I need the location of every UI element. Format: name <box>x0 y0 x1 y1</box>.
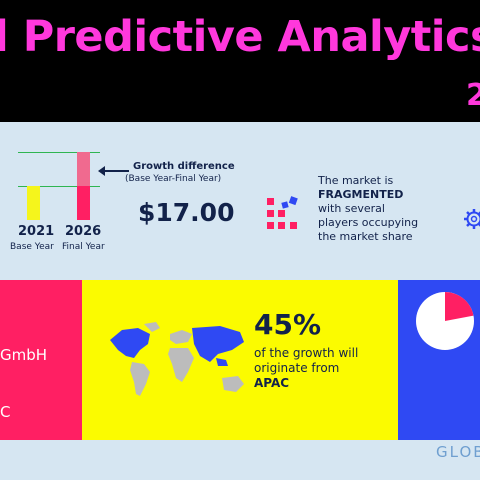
bar-year-label: 2026 <box>65 224 102 239</box>
pie-highlight-slice <box>445 292 474 321</box>
bar-final-year-growth <box>77 152 90 186</box>
region-text: of the growth will originate from APAC <box>254 346 358 391</box>
arrow-icon <box>98 166 129 176</box>
growth-difference-value: $17.00 <box>138 198 235 227</box>
vendors-panel: GmbH C <box>0 280 82 440</box>
region-percent: 45% <box>254 308 322 341</box>
info-panel: 2021 Base Year 2026 Final Year Growth di… <box>0 122 480 280</box>
page-title: l Predictive Analytics M <box>0 12 480 62</box>
header: l Predictive Analytics M 2 <box>0 0 480 122</box>
pie-panel <box>398 280 480 440</box>
world-map-icon <box>110 322 244 396</box>
brand-logo-text: GLOB <box>436 443 480 461</box>
market-text-line: with several <box>318 202 385 215</box>
pie-chart <box>416 292 474 350</box>
market-text-line: the market share <box>318 230 413 243</box>
bar-sub-label: Final Year <box>62 242 105 252</box>
fragmented-blocks-icon <box>267 196 298 229</box>
gear-icon <box>464 209 480 229</box>
bar-base-year <box>27 186 40 220</box>
market-text-line: FRAGMENTED <box>318 188 404 201</box>
region-text-line: originate from <box>254 361 340 375</box>
year-fragment: 2 <box>466 78 480 113</box>
growth-difference-sub: (Base Year-Final Year) <box>125 174 222 184</box>
footer: GLOB <box>0 440 480 480</box>
market-text-line: players occupying <box>318 216 419 229</box>
growth-difference-label: Growth difference <box>133 161 235 172</box>
guide-line-top <box>18 152 100 153</box>
bar-year-label: 2021 <box>18 224 55 239</box>
region-text-line: APAC <box>254 376 290 390</box>
market-fragmented-text: The market is FRAGMENTED with several pl… <box>318 174 438 244</box>
bar-sub-label: Base Year <box>10 242 54 252</box>
vendor-name: GmbH <box>0 346 48 364</box>
region-panel: 45% of the growth will originate from AP… <box>82 280 398 440</box>
vendor-name: C <box>0 403 11 421</box>
region-text-line: of the growth will <box>254 346 359 360</box>
bar-final-year <box>77 186 90 220</box>
market-text-line: The market is <box>318 174 394 187</box>
guide-line-base <box>18 186 100 187</box>
